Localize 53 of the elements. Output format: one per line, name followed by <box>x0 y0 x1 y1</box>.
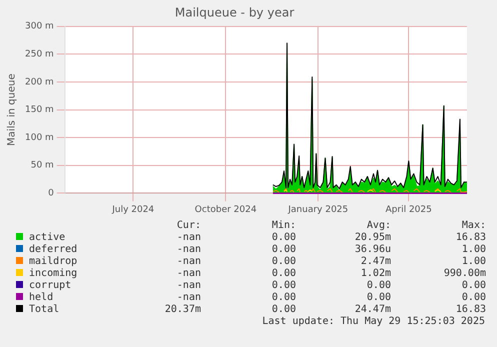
text: -nan <box>176 244 201 256</box>
x-tick-label: October 2024 <box>194 204 257 215</box>
text: Max: <box>460 220 486 232</box>
text: 0.00 <box>270 244 296 256</box>
text: 1.00 <box>460 244 486 256</box>
text: 0.00 <box>366 280 391 292</box>
y-tick-label: 250 m <box>24 50 54 60</box>
text: Cur: <box>176 220 201 232</box>
text: 0.00 <box>366 292 391 304</box>
text: Last update: Thu May 29 15:25:03 2025 <box>262 316 485 327</box>
text: 0.00 <box>270 292 296 304</box>
legend-label: active <box>28 232 66 244</box>
legend-label: Total <box>28 304 60 316</box>
text: -nan <box>176 268 201 280</box>
x-tick-label: July 2024 <box>111 204 154 215</box>
text: 20.37m <box>164 304 201 316</box>
text: 20.95m <box>354 232 391 244</box>
text: 0.00 <box>270 304 296 316</box>
y-tick-label: 0 <box>48 188 54 199</box>
legend-label: held <box>28 292 54 304</box>
y-tick-label: 50 m <box>30 160 54 171</box>
legend-label: deferred <box>28 244 78 256</box>
text: 16.83 <box>454 232 486 244</box>
text: -nan <box>176 292 201 304</box>
y-tick-label: 100 m <box>24 132 54 143</box>
text: 24.47m <box>354 304 391 316</box>
text: 0.00 <box>460 280 486 292</box>
text: 36.96u <box>354 244 391 256</box>
legend-label: maildrop <box>28 256 78 268</box>
text: -nan <box>176 256 201 268</box>
y-axis-title: Mails in queue <box>6 74 18 146</box>
text: 0.00 <box>270 256 296 268</box>
text: 0.00 <box>270 232 296 244</box>
text: Min: <box>270 220 296 232</box>
text: 1.00 <box>460 256 486 268</box>
text: 2.47m <box>360 256 391 268</box>
legend-label: corrupt <box>28 280 72 292</box>
legend-label: incoming <box>28 268 78 280</box>
y-tick-label: 300 m <box>24 22 54 32</box>
text: 1.02m <box>360 268 391 280</box>
text: 990.00m <box>442 268 486 280</box>
text: Avg: <box>366 220 391 232</box>
text: 0.00 <box>270 280 296 292</box>
text: 0.00 <box>270 268 296 280</box>
chart-title: Mailqueue - by year <box>174 5 294 20</box>
x-tick-label: January 2025 <box>287 204 348 215</box>
y-tick-label: 200 m <box>24 77 54 88</box>
text: 16.83 <box>454 304 486 316</box>
text: -nan <box>176 280 201 292</box>
x-tick-label: April 2025 <box>386 204 432 215</box>
y-tick-label: 150 m <box>24 105 54 116</box>
text: -nan <box>176 232 201 244</box>
text: 0.00 <box>460 292 486 304</box>
